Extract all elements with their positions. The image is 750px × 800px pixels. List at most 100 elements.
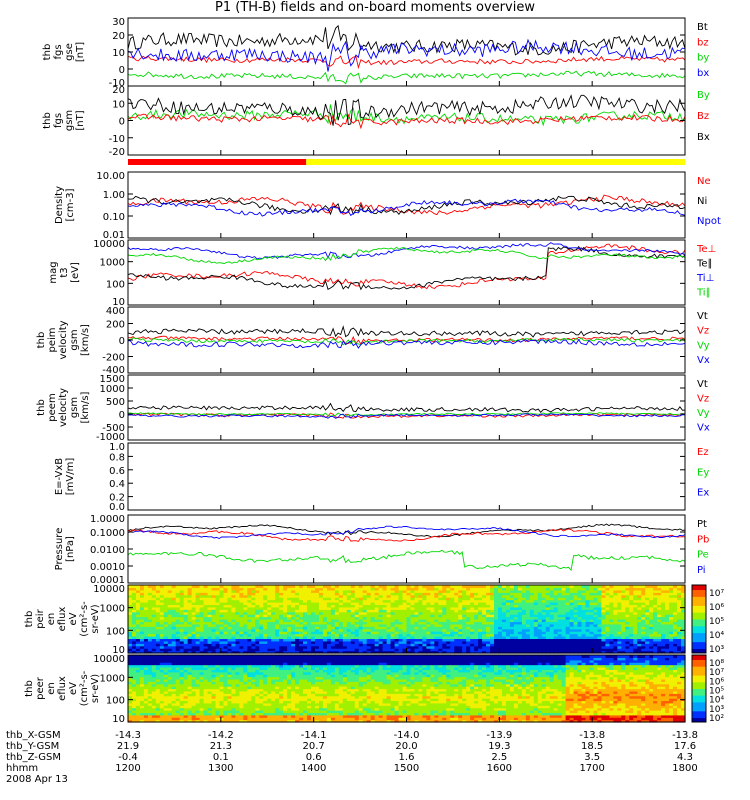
spectrogram-cell [143, 710, 149, 714]
spectrogram-cell [243, 636, 248, 640]
spectrogram-cell [553, 616, 559, 620]
y-tick-label: 1500 [100, 374, 125, 385]
spectrogram-cell [326, 606, 332, 610]
spectrogram-cell [450, 633, 455, 637]
spectrogram-cell [318, 606, 324, 610]
spectrogram-cell [470, 638, 475, 642]
spectrogram-cell [458, 606, 463, 610]
spectrogram-cell [179, 599, 185, 603]
spectrogram-cell [657, 604, 662, 608]
spectrogram-cell [227, 688, 233, 692]
spectrogram-cell [462, 633, 467, 637]
spectrogram-cell [637, 636, 642, 640]
spectrogram-cell [267, 614, 272, 618]
spectrogram-cell [462, 636, 467, 640]
spectrogram-cell [573, 585, 579, 589]
spectrogram-cell [135, 683, 141, 687]
spectrogram-cell [394, 604, 400, 608]
spectrogram-cell [641, 592, 646, 596]
spectrogram-cell [362, 633, 368, 637]
spectrogram-cell [271, 631, 276, 635]
spectrogram-cell [625, 623, 630, 627]
spectrogram-cell [681, 650, 686, 654]
spectrogram-cell [617, 609, 622, 613]
spectrogram-cell [665, 638, 670, 642]
spectrogram-cell [251, 621, 256, 625]
spectrogram-cell [350, 633, 356, 637]
spectrogram-cell [486, 628, 491, 632]
spectrogram-cell [442, 594, 447, 598]
spectrogram-cell [617, 599, 622, 603]
spectrogram-cell [585, 648, 591, 652]
spectrogram-cell [573, 602, 579, 606]
legend-Ti∥: Ti∥ [696, 287, 711, 298]
spectrogram-cell [354, 626, 360, 630]
spectrogram-cell [418, 611, 424, 615]
spectrogram-cell [621, 604, 626, 608]
spectrogram-cell [175, 674, 181, 678]
spectrogram-cell [597, 643, 603, 647]
spectrogram-cell [370, 640, 376, 644]
spectrogram-cell [462, 585, 467, 589]
spectrogram-cell [199, 698, 205, 702]
spectrogram-cell [418, 628, 424, 632]
spectrogram-cell [374, 594, 380, 598]
spectrogram-cell [195, 602, 201, 606]
spectrogram-cell [338, 614, 344, 618]
legend-Bt: Bt [697, 22, 708, 33]
spectrogram-cell [139, 700, 145, 704]
spectrogram-cell [517, 616, 523, 620]
spectrogram-cell [565, 589, 571, 593]
spectrogram-cell [175, 676, 181, 680]
spectrogram-cell [557, 592, 563, 596]
spectrogram-cell [151, 609, 157, 613]
spectrogram-cell [275, 602, 280, 606]
y-axis-label: fgs [53, 113, 64, 128]
spectrogram-cell [211, 671, 217, 675]
spectrogram-cell [601, 623, 607, 627]
spectrogram-cell [267, 597, 272, 601]
spectrogram-cell [211, 674, 217, 678]
spectrogram-cell [311, 643, 316, 647]
spectrogram-cell [525, 631, 531, 635]
spectrogram-cell [179, 655, 185, 658]
spectrogram-cell [581, 587, 587, 591]
spectrogram-cell [386, 602, 392, 606]
spectrogram-cell [215, 616, 221, 620]
spectrogram-cell [549, 643, 555, 647]
spectrogram-cell [283, 628, 288, 632]
spectrogram-cell [505, 621, 511, 625]
spectrogram-cell [653, 626, 658, 630]
spectrogram-cell [450, 592, 455, 596]
spectrogram-cell [549, 648, 555, 652]
spectrogram-cell [255, 633, 260, 637]
spectrogram-cell [326, 585, 332, 589]
spectrogram-cell [143, 616, 149, 620]
spectrogram-cell [227, 585, 233, 589]
spectrogram-cell [195, 631, 201, 635]
spectrogram-cell [621, 587, 626, 591]
spectrogram-cell [271, 640, 276, 644]
y-tick-label: -1000 [96, 432, 125, 443]
spectrogram-cell [251, 606, 256, 610]
spectrogram-cell [629, 589, 634, 593]
spectrogram-cell [163, 606, 169, 610]
spectrogram-cell [183, 628, 189, 632]
spectrogram-cell [629, 609, 634, 613]
spectrogram-cell [486, 611, 491, 615]
spectrogram-cell [470, 621, 475, 625]
spectrogram-cell [203, 621, 209, 625]
spectrogram-cell [657, 589, 662, 593]
spectrogram-cell [179, 621, 185, 625]
spectrogram-cell [287, 621, 292, 625]
spectrogram-cell [609, 645, 614, 649]
spectrogram-cell [346, 592, 352, 596]
spectrogram-cell [283, 592, 288, 596]
spectrogram-cell [394, 592, 400, 596]
spectrogram-cell [330, 587, 336, 591]
spectrogram-cell [669, 621, 674, 625]
spectrogram-cell [613, 594, 618, 598]
spectrogram-cell [521, 640, 527, 644]
spectrogram-cell [263, 648, 268, 652]
spectrogram-cell [151, 633, 157, 637]
